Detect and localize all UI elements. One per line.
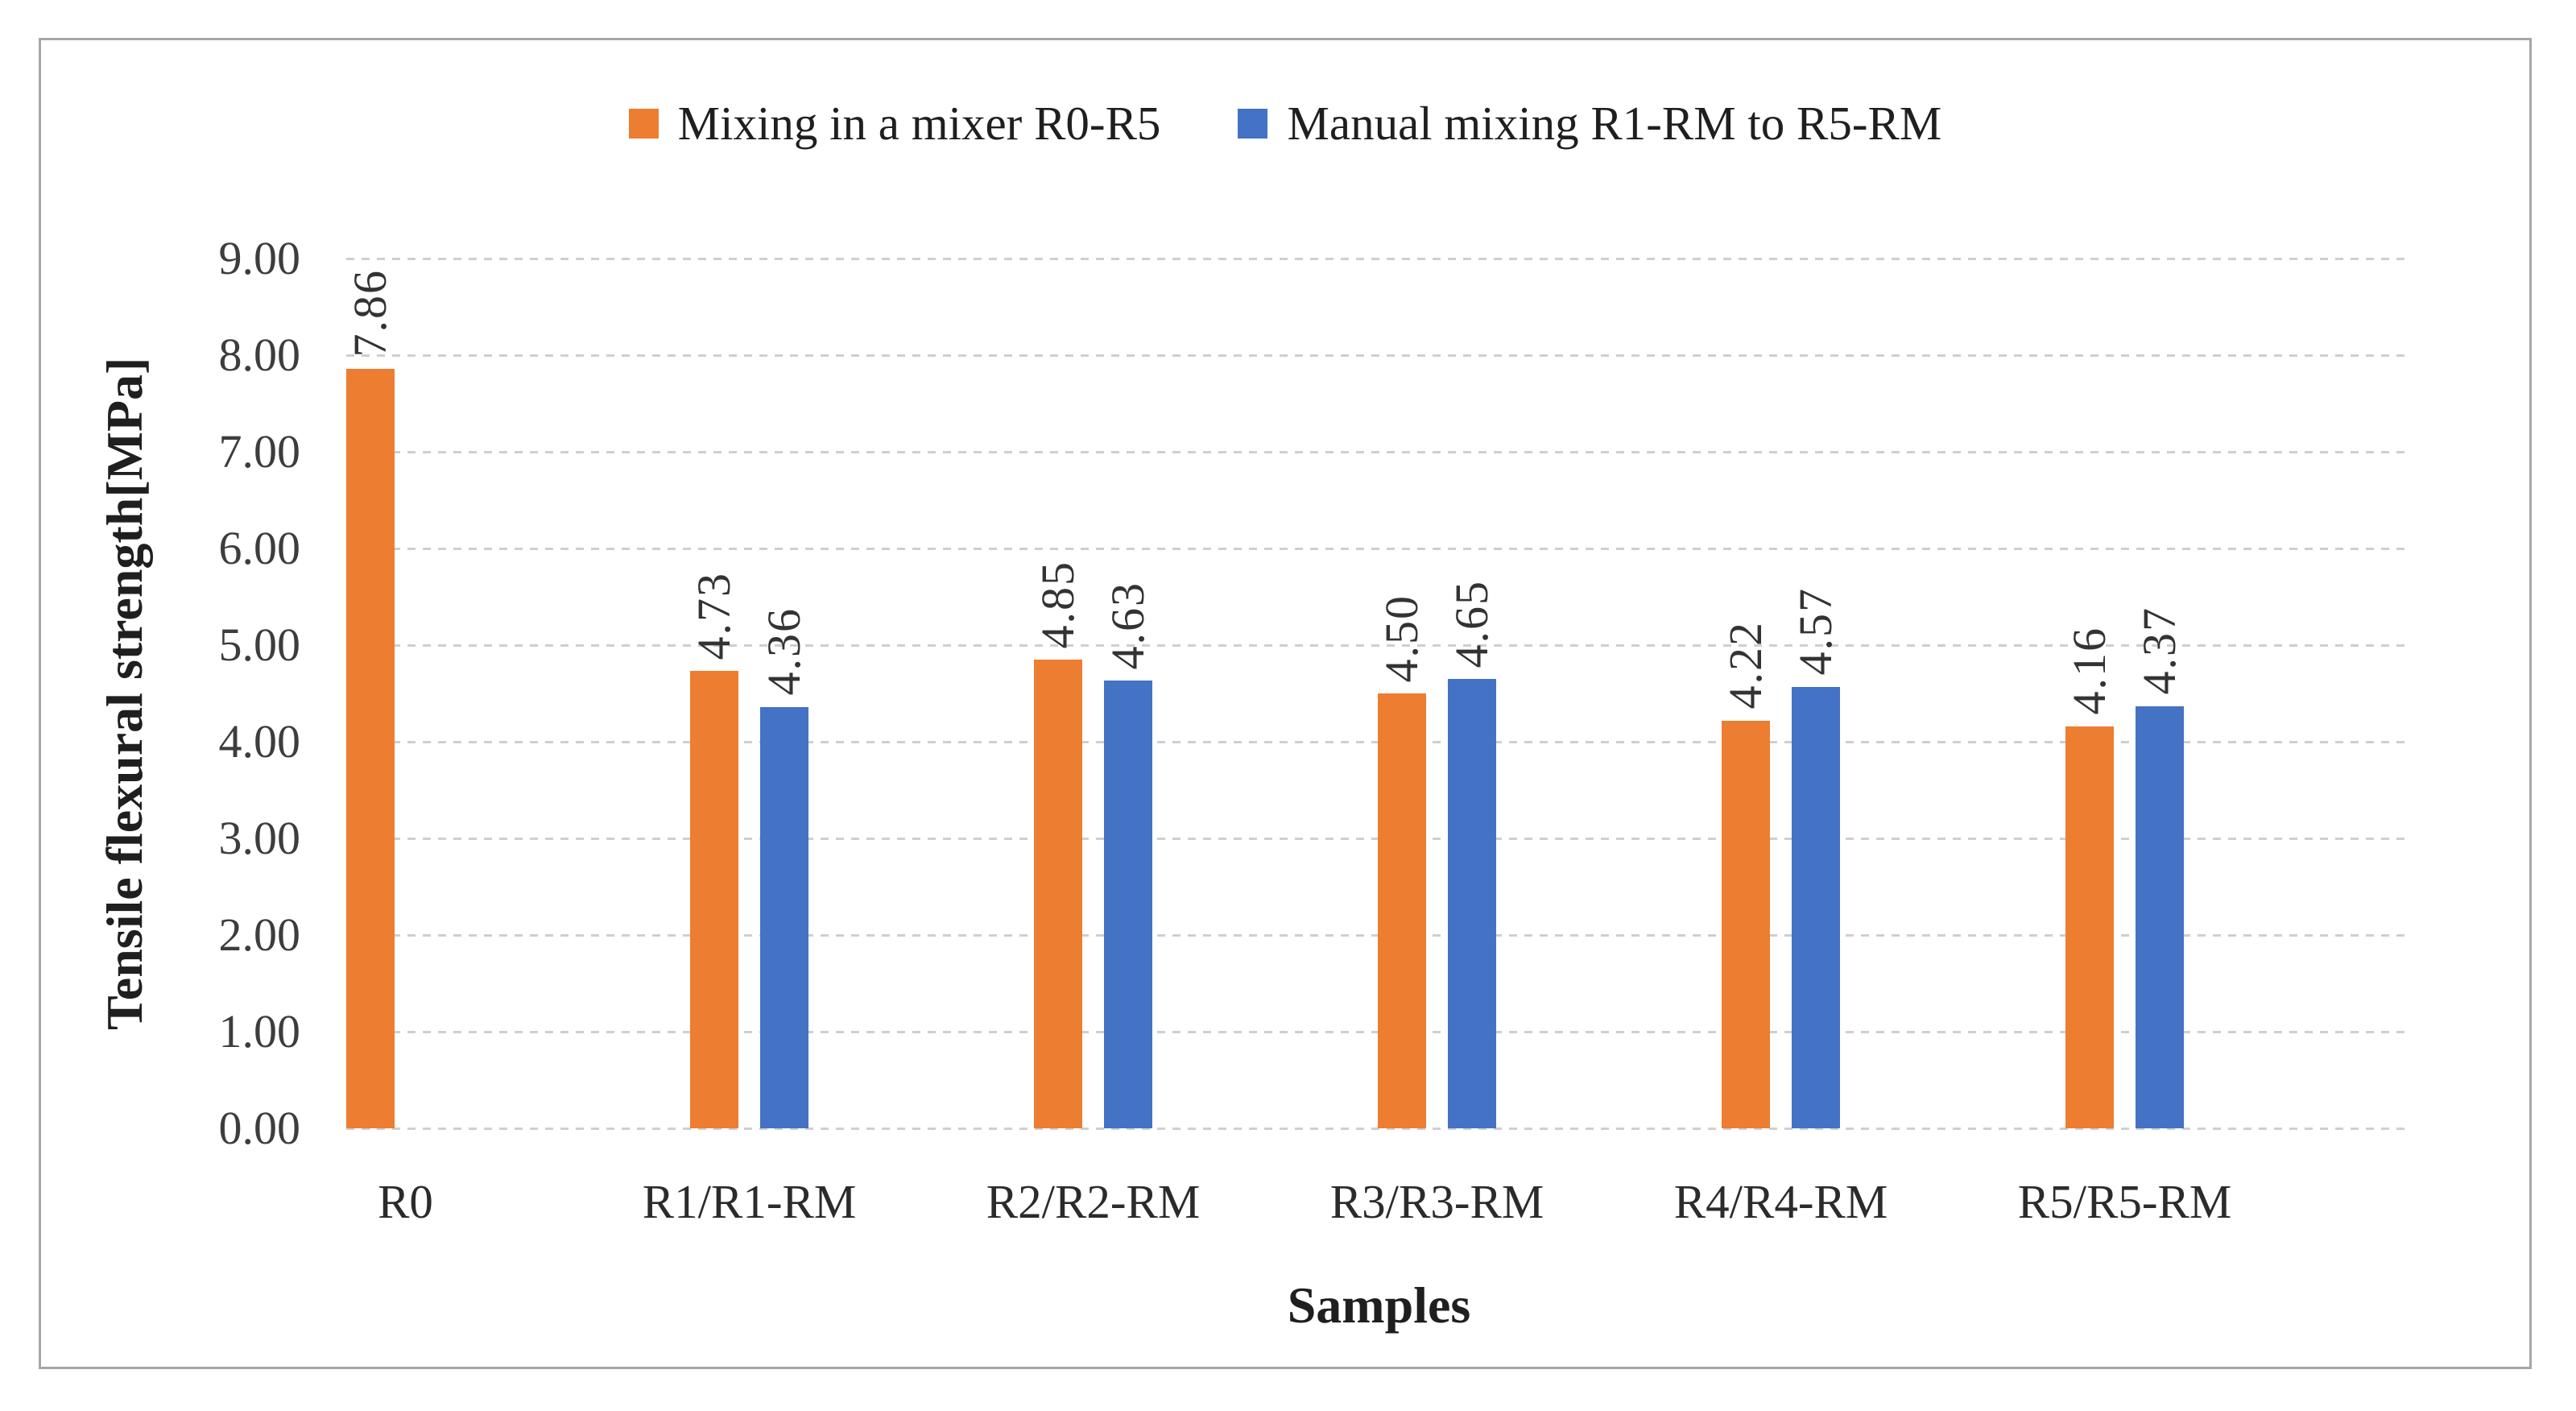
data-label: 4.16 xyxy=(2063,627,2115,715)
y-tick-label: 4.00 xyxy=(218,715,301,768)
bar xyxy=(1104,681,1152,1128)
grid-line xyxy=(346,450,2412,453)
grid-line xyxy=(346,257,2412,260)
data-label: 4.37 xyxy=(2133,606,2185,695)
bar xyxy=(690,671,738,1128)
x-category-label: R5/R5-RM xyxy=(2017,1175,2232,1228)
bar xyxy=(1722,720,1770,1128)
bar xyxy=(760,706,808,1128)
x-axis-title: Samples xyxy=(1287,1277,1471,1334)
bar xyxy=(1378,693,1426,1128)
grid-line xyxy=(346,547,2412,550)
y-tick-label: 0.00 xyxy=(218,1102,301,1154)
bar xyxy=(1792,686,1840,1128)
data-label: 7.86 xyxy=(344,269,396,358)
x-category-label: R4/R4-RM xyxy=(1673,1175,1888,1228)
data-label: 4.85 xyxy=(1032,560,1084,649)
legend-swatch-icon xyxy=(628,108,659,139)
data-label: 4.22 xyxy=(1719,621,1772,710)
legend: Mixing in a mixer R0-R5 Manual mixing R1-… xyxy=(41,79,2529,168)
bar xyxy=(1448,679,1496,1128)
legend-label: Manual mixing R1-RM to R5-RM xyxy=(1287,96,1942,150)
plot-area: 7.86 4.73 4.36 4.85 4.63 4.50 4.65 4.22 4.57 4.16… xyxy=(344,257,2412,1130)
grid-line xyxy=(346,643,2412,647)
data-label: 4.63 xyxy=(1102,581,1154,670)
y-tick-label: 2.00 xyxy=(218,908,301,961)
legend-label: Mixing in a mixer R0-R5 xyxy=(677,96,1161,150)
y-tick-label: 9.00 xyxy=(218,232,301,284)
data-label: 4.73 xyxy=(688,571,740,660)
y-tick-label: 3.00 xyxy=(218,812,301,864)
x-category-label: R2/R2-RM xyxy=(986,1175,1201,1228)
data-label: 4.50 xyxy=(1375,594,1428,683)
bar xyxy=(1034,660,1082,1128)
y-axis-title: Tensile flexural strength[MPa] xyxy=(96,357,153,1030)
y-tick-label: 5.00 xyxy=(218,619,301,671)
grid-line xyxy=(346,1127,2412,1130)
x-category-label: R1/R1-RM xyxy=(642,1175,857,1228)
x-category-label: R3/R3-RM xyxy=(1329,1175,1544,1228)
grid-line xyxy=(346,354,2412,357)
y-tick-label: 8.00 xyxy=(218,329,301,381)
y-tick-label: 1.00 xyxy=(218,1005,301,1057)
x-category-label: R0 xyxy=(378,1175,433,1228)
bar xyxy=(2136,706,2184,1128)
bar xyxy=(346,368,395,1128)
legend-swatch-icon xyxy=(1238,108,1268,139)
bar xyxy=(2065,726,2114,1128)
y-tick-label: 7.00 xyxy=(218,425,301,478)
legend-item: Mixing in a mixer R0-R5 xyxy=(628,96,1161,151)
chart-frame: Mixing in a mixer R0-R5 Manual mixing R1-… xyxy=(39,38,2532,1369)
data-label: 4.65 xyxy=(1445,579,1498,668)
data-label: 4.36 xyxy=(758,607,810,696)
legend-item: Manual mixing R1-RM to R5-RM xyxy=(1238,96,1941,151)
y-tick-label: 6.00 xyxy=(218,522,301,574)
data-label: 4.57 xyxy=(1789,587,1842,676)
